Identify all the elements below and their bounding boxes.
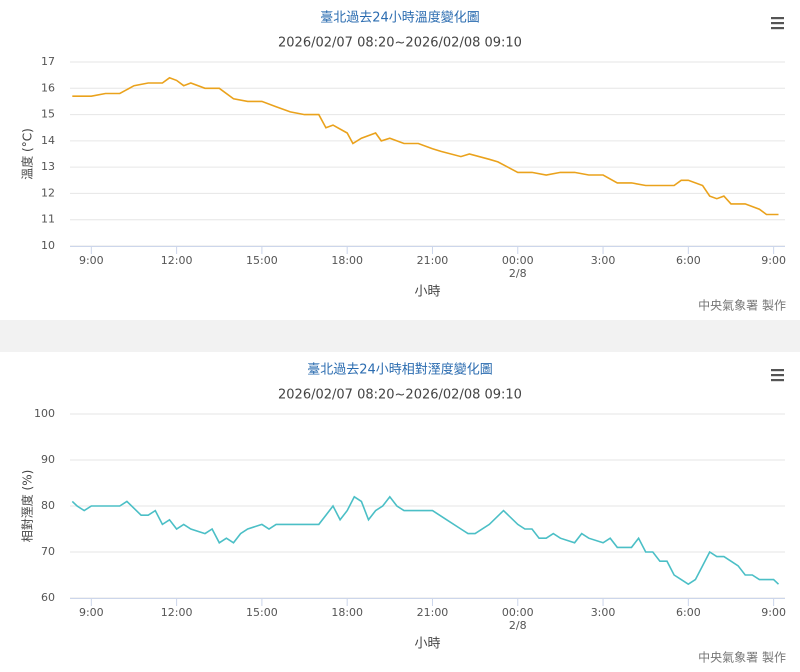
- y-tick-label: 16: [41, 81, 55, 94]
- y-tick-label: 10: [41, 239, 55, 252]
- x-tick-label: 21:00: [417, 254, 449, 267]
- x-tick-label: 15:00: [246, 606, 278, 619]
- y-tick-label: 60: [41, 591, 55, 604]
- menu-button[interactable]: [771, 369, 784, 382]
- credit: 中央氣象署 製作: [698, 298, 786, 313]
- chart-subtitle: 2026/02/07 08:20~2026/02/08 09:10: [278, 36, 522, 51]
- x-tick-label: 9:00: [761, 606, 786, 619]
- y-tick-label: 11: [41, 213, 55, 226]
- y-axis-title: 相對溼度 (%): [20, 470, 35, 543]
- chart-subtitle: 2026/02/07 08:20~2026/02/08 09:10: [278, 388, 522, 403]
- x-tick-label: 15:00: [246, 254, 278, 267]
- y-tick-label: 13: [41, 160, 55, 173]
- x-tick-label: 3:00: [591, 254, 616, 267]
- y-tick-label: 15: [41, 108, 55, 121]
- y-axis-title: 溫度 (°C): [20, 128, 35, 180]
- data-line: [72, 76, 779, 216]
- x-tick-label: 00:00: [502, 254, 534, 267]
- y-tick-label: 70: [41, 545, 55, 558]
- x-tick-label: 21:00: [417, 606, 449, 619]
- x-tick-label: 9:00: [761, 254, 786, 267]
- x-tick-sublabel: 2/8: [509, 619, 527, 632]
- x-tick-label: 18:00: [331, 606, 363, 619]
- menu-button[interactable]: [771, 17, 784, 30]
- chart-title: 臺北過去24小時溫度變化圖: [320, 10, 480, 26]
- x-tick-label: 00:00: [502, 606, 534, 619]
- y-tick-label: 17: [41, 55, 55, 68]
- y-tick-label: 90: [41, 453, 55, 466]
- chart-card: 臺北過去24小時溫度變化圖 2026/02/07 08:20~2026/02/08…: [0, 0, 800, 320]
- x-tick-label: 9:00: [79, 606, 104, 619]
- x-tick-label: 18:00: [331, 254, 363, 267]
- x-tick-label: 6:00: [676, 254, 701, 267]
- y-tick-label: 80: [41, 499, 55, 512]
- x-tick-label: 6:00: [676, 606, 701, 619]
- y-tick-label: 14: [41, 134, 55, 147]
- x-tick-label: 12:00: [161, 254, 193, 267]
- chart: 臺北過去24小時溫度變化圖 2026/02/07 08:20~2026/02/08…: [20, 10, 787, 313]
- chart: 臺北過去24小時相對溼度變化圖 2026/02/07 08:20~2026/02/…: [20, 362, 787, 665]
- y-tick-label: 12: [41, 186, 55, 199]
- x-axis-title: 小時: [414, 637, 440, 652]
- chart-title: 臺北過去24小時相對溼度變化圖: [307, 362, 493, 378]
- chart-card: 臺北過去24小時相對溼度變化圖 2026/02/07 08:20~2026/02/…: [0, 352, 800, 672]
- data-line: [71, 495, 780, 586]
- x-axis-title: 小時: [414, 285, 440, 300]
- y-tick-label: 100: [34, 407, 55, 420]
- credit: 中央氣象署 製作: [698, 650, 786, 665]
- x-tick-sublabel: 2/8: [509, 267, 527, 280]
- x-tick-label: 12:00: [161, 606, 193, 619]
- x-tick-label: 3:00: [591, 606, 616, 619]
- x-tick-label: 9:00: [79, 254, 104, 267]
